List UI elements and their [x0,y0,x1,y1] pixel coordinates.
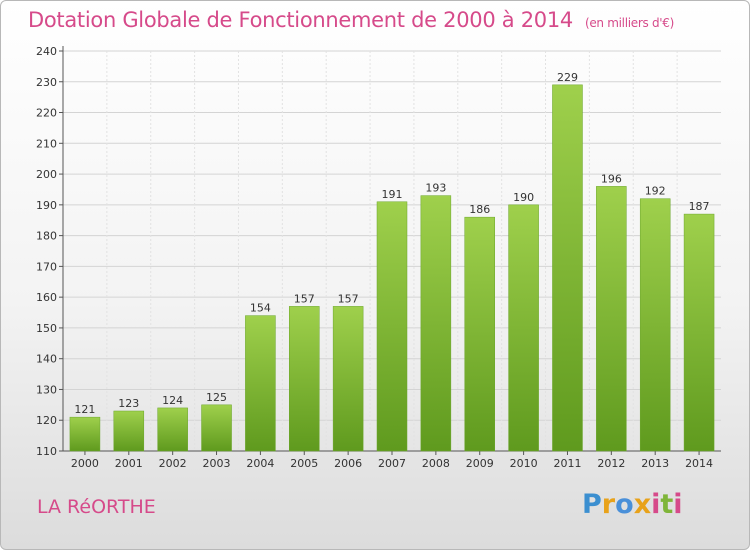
y-tick-label: 110 [36,445,57,458]
bar [332,306,364,452]
y-tick-label: 200 [36,168,57,181]
bar [201,404,232,452]
bar [552,84,583,452]
bar [464,216,495,452]
y-tick-label: 190 [36,199,57,212]
y-tick-label: 140 [36,353,57,366]
bars [69,84,715,452]
x-tick-label: 2014 [685,457,713,470]
y-tick-label: 210 [36,137,57,150]
x-tick-label: 2010 [510,457,538,470]
value-labels: 121 123 124 125 154 157 157 191 193 186 190 229 196 1… [74,71,709,416]
bar-value-label: 124 [162,394,183,407]
bar-value-label: 157 [338,292,359,305]
y-tick-label: 230 [36,76,57,89]
bar [683,213,715,452]
y-tick-label: 220 [36,107,57,120]
bar [420,195,452,452]
chart-title-text: Dotation Globale de Fonctionnement de 20… [28,8,573,32]
y-tick-label: 150 [36,322,57,335]
proxiti-logo: Proxiti [582,489,683,520]
commune-name: LA RéORTHE [37,496,156,518]
x-tick-label: 2004 [246,457,274,470]
bar-value-label: 187 [689,200,710,213]
y-tick-label: 170 [36,260,57,273]
bar [289,306,320,452]
bar [508,204,539,452]
bar-value-label: 186 [469,203,490,216]
bar-value-label: 121 [74,403,95,416]
bar-value-label: 229 [557,71,578,84]
bar-value-label: 157 [294,292,315,305]
bar-value-label: 190 [513,191,534,204]
axes: 110 120 130 140 150 160 170 180 190 200 210 220 230 2… [36,45,721,470]
x-tick-label: 2001 [115,457,143,470]
chart-title: Dotation Globale de Fonctionnement de 20… [28,8,674,32]
bar [596,186,627,452]
unit-label: (en milliers d'€) [584,16,674,30]
x-tick-label: 2013 [641,457,669,470]
x-tick-label: 2008 [422,457,450,470]
x-tick-label: 2002 [159,457,187,470]
bar-value-label: 192 [645,185,666,198]
y-tick-label: 130 [36,383,57,396]
y-tick-label: 180 [36,230,57,243]
bar [245,315,276,452]
y-tick-label: 120 [36,414,57,427]
x-tick-label: 2003 [203,457,231,470]
x-tick-label: 2000 [71,457,99,470]
bar [113,410,145,452]
x-tick-label: 2007 [378,457,406,470]
x-tick-label: 2006 [334,457,362,470]
x-tick-label: 2009 [466,457,494,470]
y-tick-label: 240 [36,45,57,58]
bar-value-label: 193 [425,182,446,195]
y-tick-label: 160 [36,291,57,304]
bar [69,416,101,452]
bar [639,198,671,452]
x-tick-label: 2012 [597,457,625,470]
bar-value-label: 125 [206,391,227,404]
bar [376,201,408,452]
x-tick-label: 2005 [290,457,318,470]
bar-value-label: 123 [118,397,139,410]
bar [157,407,188,452]
x-tick-label: 2011 [553,457,581,470]
bar-value-label: 154 [250,302,271,315]
bar-value-label: 196 [601,172,622,185]
bar-value-label: 191 [382,188,403,201]
